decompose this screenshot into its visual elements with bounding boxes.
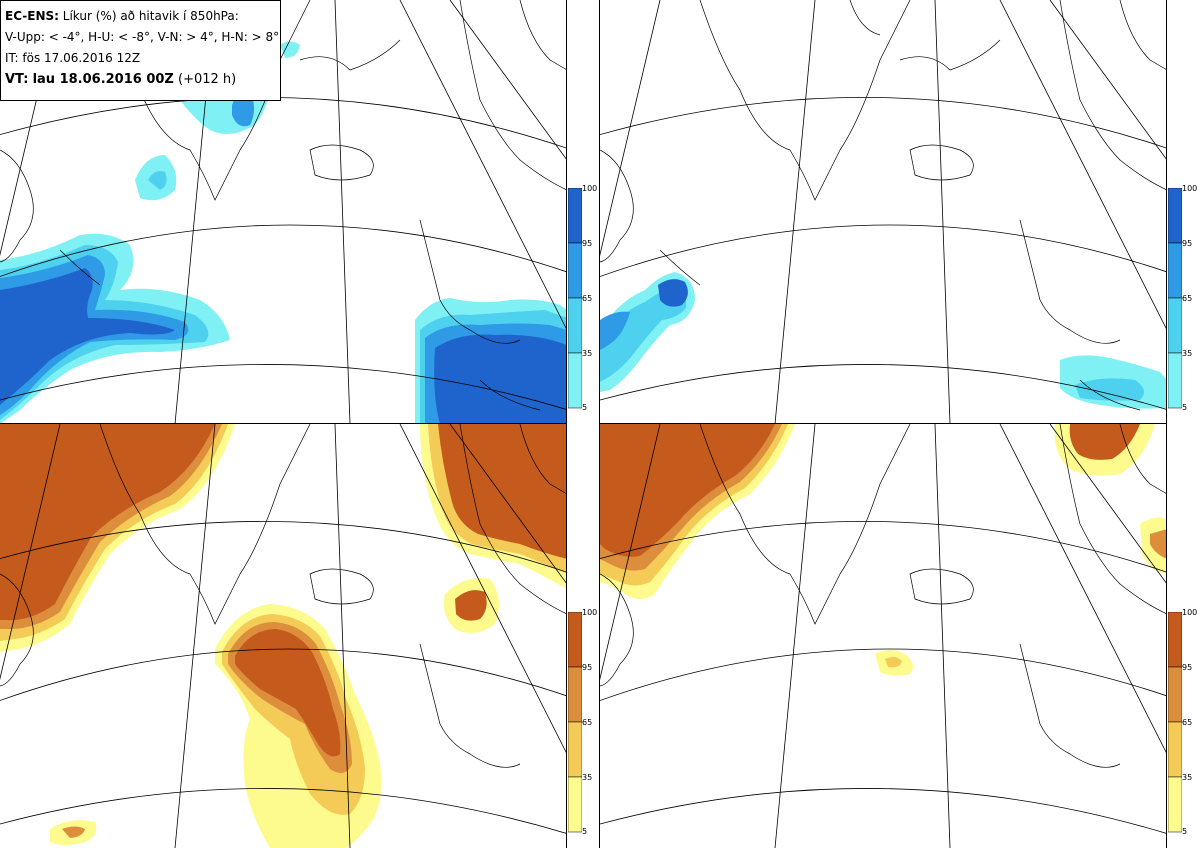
panel-border-right-left: [599, 0, 600, 848]
lead-time: (+012 h): [178, 72, 237, 87]
title-text: Líkur (%) að hitavik í 850hPa:: [62, 9, 239, 23]
coastlines: [0, 424, 567, 768]
init-time-line: IT: fös 17.06.2016 12Z: [5, 51, 141, 65]
colorbar-segment-5-35: [1168, 352, 1182, 409]
colorbar-segment-65-95: [1168, 666, 1182, 723]
colorbar-segment-5-35: [568, 776, 582, 833]
colorbar-tick-95: 95: [1182, 663, 1193, 672]
colorbar-tick-100: 100: [582, 184, 598, 193]
graticule: [0, 0, 567, 424]
cold-probability-field: [0, 37, 567, 424]
warm-probability-field: [600, 424, 1167, 676]
colorbar-segment-65-95: [568, 242, 582, 299]
colorbar-segment-95-100: [1168, 188, 1182, 244]
colorbar-cold-top-right: 100 95 65 35 5: [1168, 184, 1200, 412]
colorbar-warm-bottom-left: 100 95 65 35 5: [568, 608, 600, 836]
colorbar-tick-100: 100: [1182, 184, 1198, 193]
colorbar-cold-top-left: 100 95 65 35 5: [568, 184, 600, 412]
cold-probability-field: [600, 272, 1167, 409]
colorbar-tick-35: 35: [582, 773, 593, 782]
colorbar-tick-100: 100: [1182, 608, 1198, 617]
colorbar-tick-65: 65: [1182, 718, 1193, 727]
colorbar-segment-35-65: [1168, 721, 1182, 778]
colorbar-tick-35: 35: [1182, 349, 1193, 358]
coastlines: [600, 424, 1167, 768]
colorbar-warm-bottom-right: 100 95 65 35 5: [1168, 608, 1200, 836]
colorbar-tick-65: 65: [582, 718, 593, 727]
warm-probability-field: [0, 424, 567, 848]
colorbar-segment-65-95: [568, 666, 582, 723]
map-panel-bottom-left: [0, 424, 567, 848]
map-panel-bottom-right: [600, 424, 1167, 848]
colorbar-segment-95-100: [568, 612, 582, 668]
colorbar-tick-95: 95: [582, 663, 593, 672]
colorbar-segment-5-35: [1168, 776, 1182, 833]
colorbar-segment-35-65: [568, 721, 582, 778]
colorbar-segment-65-95: [1168, 242, 1182, 299]
colorbar-tick-5: 5: [1182, 827, 1188, 836]
colorbar-tick-5: 5: [582, 403, 588, 412]
colorbar-segment-5-35: [568, 352, 582, 409]
colorbar-tick-95: 95: [1182, 239, 1193, 248]
colorbar-segment-95-100: [568, 188, 582, 244]
colorbar-segment-95-100: [1168, 612, 1182, 668]
colorbar-tick-95: 95: [582, 239, 593, 248]
colorbar-tick-65: 65: [582, 294, 593, 303]
valid-time: lau 18.06.2016 00Z: [32, 72, 174, 87]
colorbar-tick-65: 65: [1182, 294, 1193, 303]
thresholds-line: V-Upp: < -4°, H-U: < -8°, V-N: > 4°, H-N…: [5, 30, 280, 44]
graticule: [600, 424, 1167, 848]
graticule: [600, 0, 1167, 424]
colorbar-tick-5: 5: [1182, 403, 1188, 412]
info-box: EC-ENS: Líkur (%) að hitavik í 850hPa: V…: [0, 0, 281, 101]
valid-time-line: VT: lau 18.06.2016 00Z (+012 h): [5, 69, 280, 90]
colorbar-segment-35-65: [568, 297, 582, 354]
valid-label: VT:: [5, 72, 29, 87]
panel-divider-horizontal-left: [0, 423, 567, 424]
colorbar-tick-35: 35: [1182, 773, 1193, 782]
panel-border-left-right: [566, 0, 567, 848]
colorbar-segment-35-65: [1168, 297, 1182, 354]
colorbar-tick-35: 35: [582, 349, 593, 358]
map-panel-top-left: [0, 0, 567, 424]
panel-divider-horizontal-right: [600, 423, 1167, 424]
model-name: EC-ENS:: [5, 9, 59, 23]
title-line: EC-ENS: Líkur (%) að hitavik í 850hPa:: [5, 6, 280, 27]
map-panel-top-right: [600, 0, 1167, 424]
coastlines: [600, 0, 1167, 411]
colorbar-tick-100: 100: [582, 608, 598, 617]
panel-border-right-right: [1166, 0, 1167, 848]
graticule: [0, 424, 567, 848]
colorbar-tick-5: 5: [582, 827, 588, 836]
